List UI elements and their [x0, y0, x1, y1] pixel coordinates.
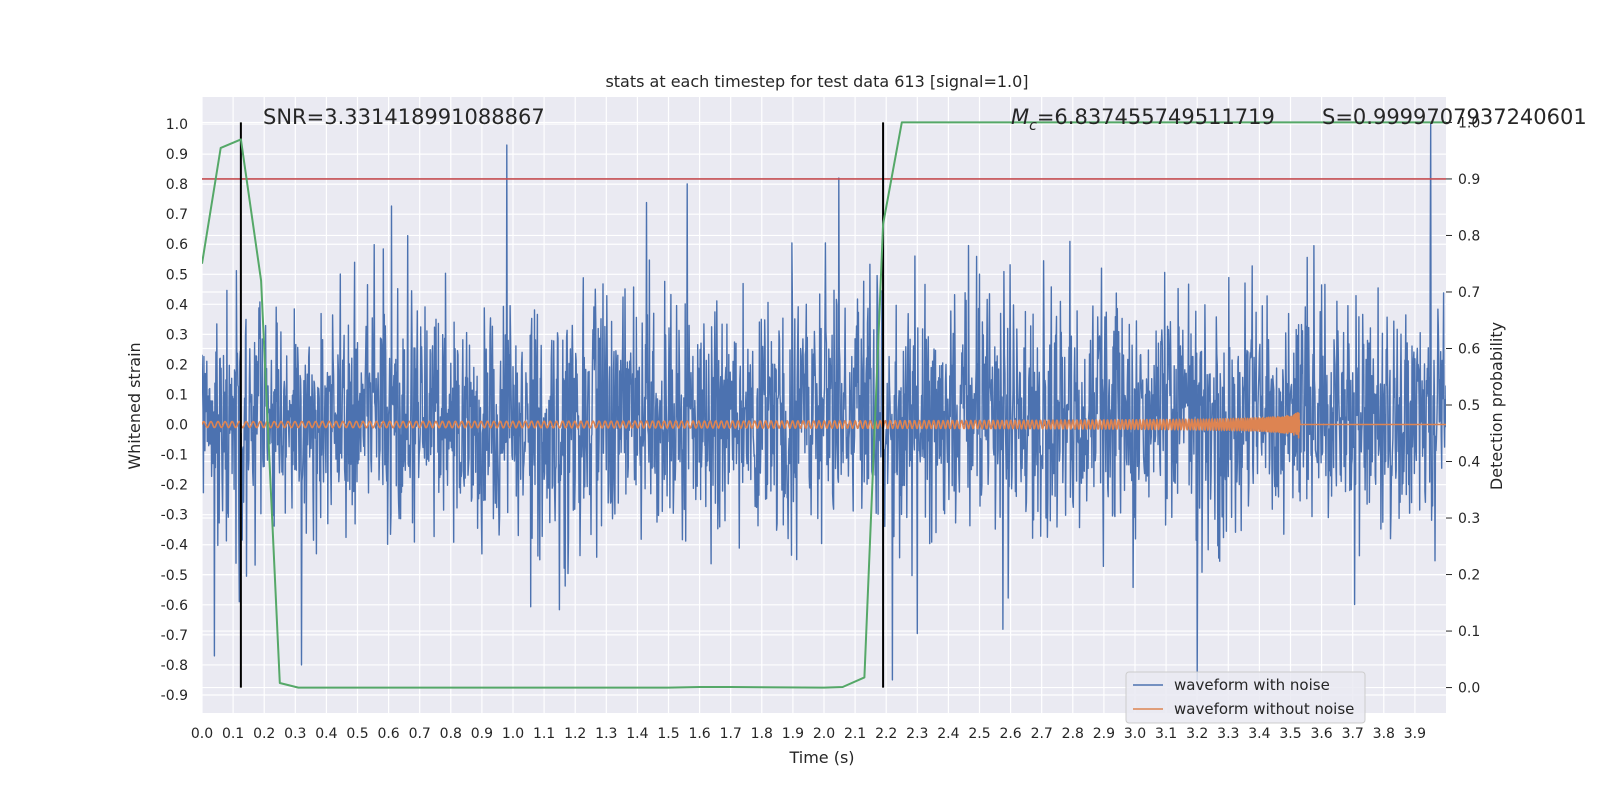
x-tick-label: 0.4: [315, 726, 337, 742]
snr-annotation: SNR=3.331418991088867: [263, 105, 545, 129]
y-tick-label-left: -0.9: [161, 688, 188, 704]
y-tick-label-left: -0.2: [161, 478, 188, 494]
x-tick-label: 0.7: [409, 726, 431, 742]
y-tick-label-right: 0.7: [1458, 285, 1480, 301]
x-tick-label: 2.1: [844, 726, 866, 742]
x-tick-label: 0.9: [471, 726, 493, 742]
x-axis-label: Time (s): [788, 748, 854, 767]
y-tick-label-left: 0.2: [166, 357, 188, 373]
y-tick-label-left: -0.7: [161, 628, 188, 644]
y-tick-label-left: 0.5: [166, 267, 188, 283]
legend-box: [1125, 671, 1366, 724]
chirp-mass-value: =6.837455749511719: [1037, 105, 1275, 129]
y-tick-label-right: 0.9: [1458, 172, 1480, 188]
legend-label-noise: waveform with noise: [1174, 676, 1330, 694]
x-tick-label: 1.9: [782, 726, 804, 742]
y-tick-label-left: 0.3: [166, 327, 188, 343]
x-tick-label: 2.3: [906, 726, 928, 742]
y-tick-label-right: 0.1: [1458, 624, 1480, 640]
x-tick-label: 3.1: [1155, 726, 1177, 742]
x-tick-label: 3.9: [1404, 726, 1426, 742]
x-tick-label: 2.9: [1093, 726, 1115, 742]
x-tick-label: 2.8: [1062, 726, 1084, 742]
x-tick-label: 1.2: [564, 726, 586, 742]
x-tick-label: 2.7: [1031, 726, 1053, 742]
legend-label-no-noise: waveform without noise: [1174, 700, 1354, 718]
series-waveform-without-noise: [202, 412, 1446, 439]
x-tick-label: 3.7: [1342, 726, 1364, 742]
x-tick-label: 1.4: [626, 726, 648, 742]
y-tick-label-left: 0.1: [166, 387, 188, 403]
y-tick-label-left: -0.3: [161, 508, 188, 524]
y-tick-label-right: 0.0: [1458, 681, 1480, 697]
x-tick-label: 1.7: [720, 726, 742, 742]
x-tick-label: 2.2: [875, 726, 897, 742]
y-tick-label-left: 0.4: [166, 297, 188, 313]
x-tick-label: 3.3: [1217, 726, 1239, 742]
x-tick-label: 0.6: [377, 726, 399, 742]
x-tick-label: 0.1: [222, 726, 244, 742]
x-tick-label: 0.0: [191, 726, 213, 742]
x-tick-label: 3.8: [1373, 726, 1395, 742]
y-tick-label-left: 0.6: [166, 237, 188, 253]
y-tick-label-right: 0.5: [1458, 398, 1480, 414]
y-tick-label-right: 0.4: [1458, 455, 1480, 471]
y-axis-label-left: Whitened strain: [125, 342, 144, 469]
x-tick-label: 1.6: [688, 726, 710, 742]
x-tick-label: 2.5: [968, 726, 990, 742]
chirp-mass-subscript: c: [1029, 118, 1037, 134]
data-layer: [202, 121, 1446, 689]
detection-stat-annotation: S=0.9999707937240601: [1322, 105, 1587, 129]
x-tick-label: 3.5: [1279, 726, 1301, 742]
y-tick-label-left: -0.6: [161, 598, 188, 614]
x-tick-label: 1.8: [751, 726, 773, 742]
y-tick-label-left: 0.0: [166, 418, 188, 434]
x-tick-label: 2.6: [999, 726, 1021, 742]
tick-labels: 0.0 0.1 0.2 0.3 0.4 0.5 0.6 0.7 0.8 0.9 1.0 1.1 1.2 1…: [161, 115, 1481, 742]
y-tick-label-left: 0.7: [166, 207, 188, 223]
legend: waveform with noise waveform without noi…: [1125, 671, 1366, 724]
chirp-mass-annotation: Mc=6.837455749511719: [1011, 105, 1275, 134]
x-tick-label: 0.8: [440, 726, 462, 742]
x-tick-label: 0.2: [253, 726, 275, 742]
x-tick-label: 2.4: [937, 726, 959, 742]
y-tick-label-left: -0.5: [161, 568, 188, 584]
y-tick-label-left: 1.0: [166, 117, 188, 133]
series-detection-probability: [202, 121, 1446, 689]
y-tick-label-left: -0.4: [161, 538, 188, 554]
y-tick-label-right: 0.3: [1458, 511, 1480, 527]
y-tick-label-left: -0.1: [161, 448, 188, 464]
x-tick-label: 3.6: [1310, 726, 1332, 742]
x-tick-label: 1.1: [533, 726, 555, 742]
x-tick-label: 1.3: [595, 726, 617, 742]
y-tick-label-left: 0.9: [166, 147, 188, 163]
y-tick-label-right: 0.8: [1458, 228, 1480, 244]
x-tick-label: 3.0: [1124, 726, 1146, 742]
x-tick-label: 3.2: [1186, 726, 1208, 742]
x-tick-label: 0.5: [346, 726, 368, 742]
y-tick-label-right: 0.2: [1458, 568, 1480, 584]
y-tick-label-right: 0.6: [1458, 341, 1480, 357]
chart-title: stats at each timestep for test data 613…: [605, 72, 1028, 91]
series-waveform-with-noise: [202, 123, 1446, 681]
x-tick-label: 1.5: [657, 726, 679, 742]
y-tick-label-left: -0.8: [161, 658, 188, 674]
y-tick-label-left: 0.8: [166, 177, 188, 193]
y-tick-label-right: 1.0: [1458, 115, 1480, 131]
x-tick-label: 0.3: [284, 726, 306, 742]
y-axis-label-right: Detection probability: [1487, 322, 1506, 490]
chirp-mass-symbol: M: [1011, 105, 1029, 129]
x-tick-label: 1.0: [502, 726, 524, 742]
x-tick-label: 3.4: [1248, 726, 1270, 742]
x-tick-label: 2.0: [813, 726, 835, 742]
